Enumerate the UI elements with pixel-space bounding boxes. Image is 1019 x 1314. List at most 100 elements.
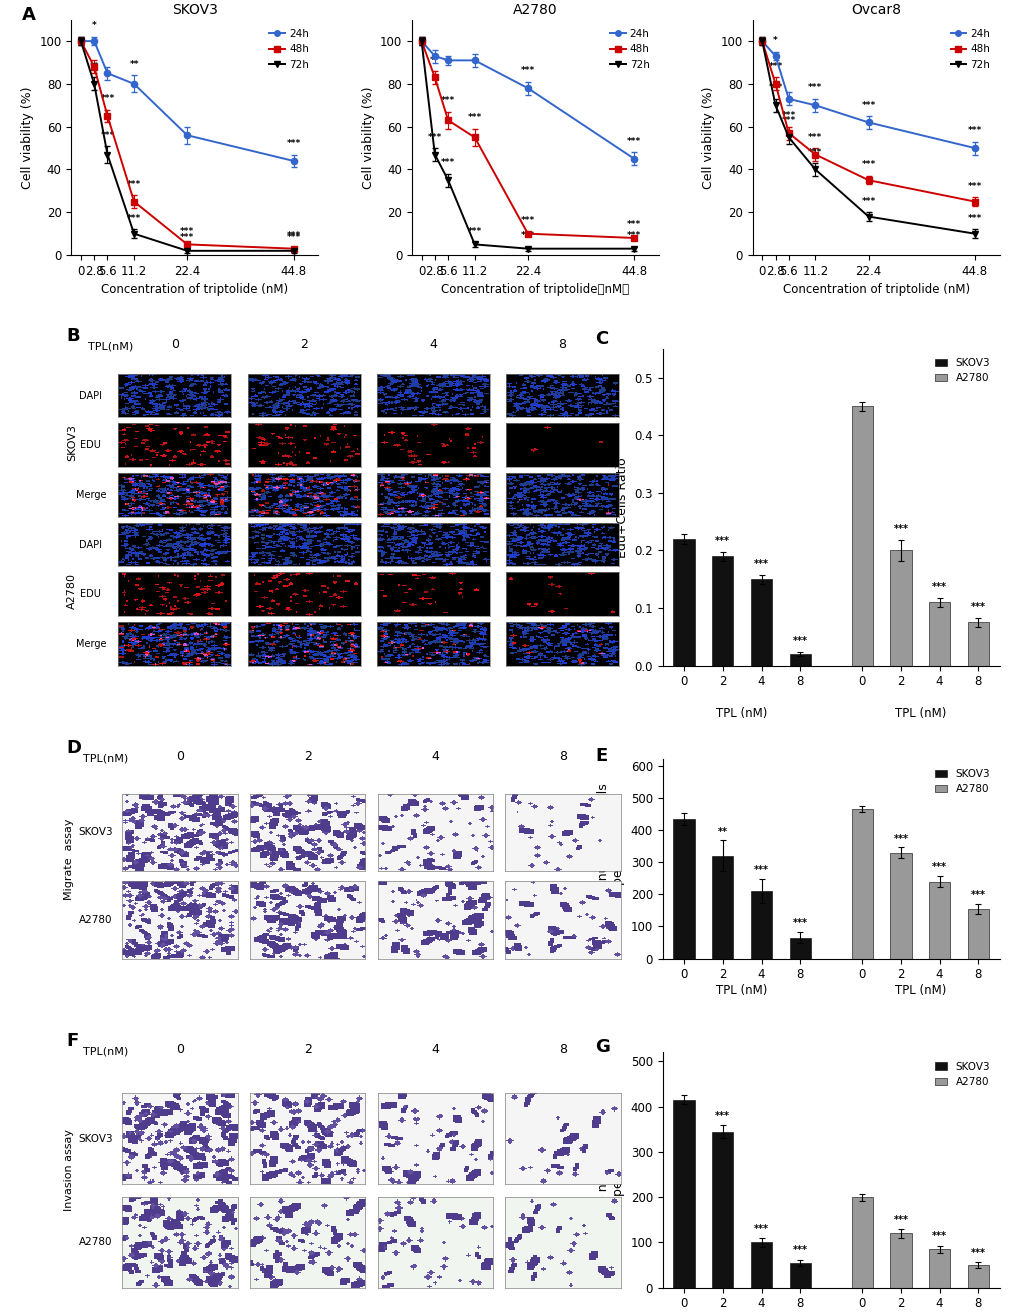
Bar xyxy=(711,855,733,959)
Bar xyxy=(711,556,733,666)
Text: ***: *** xyxy=(781,112,795,121)
Text: TPL (nM): TPL (nM) xyxy=(715,707,767,720)
Text: 8: 8 xyxy=(558,750,567,763)
Text: DAPI: DAPI xyxy=(79,390,102,401)
Text: **: ** xyxy=(717,827,728,837)
Text: C: C xyxy=(595,330,608,348)
Text: **: ** xyxy=(129,60,139,68)
Text: ***: *** xyxy=(521,231,535,240)
Text: Merge: Merge xyxy=(75,639,106,649)
Bar xyxy=(673,539,694,666)
Title: Ovcar8: Ovcar8 xyxy=(850,3,900,17)
Legend: 24h, 48h, 72h: 24h, 48h, 72h xyxy=(265,25,313,74)
Text: ***: *** xyxy=(126,180,141,189)
Bar xyxy=(789,1263,810,1288)
Text: G: G xyxy=(595,1038,609,1056)
Text: 8: 8 xyxy=(558,339,566,351)
Legend: SKOV3, A2780: SKOV3, A2780 xyxy=(929,1058,994,1091)
Bar xyxy=(890,551,911,666)
Text: Invasion assay: Invasion assay xyxy=(64,1129,74,1212)
Legend: SKOV3, A2780: SKOV3, A2780 xyxy=(929,353,994,388)
Text: EDU: EDU xyxy=(81,589,101,599)
Text: ***: *** xyxy=(967,214,981,223)
Text: ***: *** xyxy=(286,231,301,240)
Text: ***: *** xyxy=(440,96,454,105)
Text: SKOV3: SKOV3 xyxy=(78,828,113,837)
Text: ***: *** xyxy=(893,834,908,844)
Text: ***: *** xyxy=(286,139,301,148)
Text: ***: *** xyxy=(440,159,454,167)
Bar xyxy=(967,909,988,959)
Bar xyxy=(851,1197,872,1288)
Text: ***: *** xyxy=(180,227,195,235)
Text: ***: *** xyxy=(970,1248,984,1257)
Title: SKOV3: SKOV3 xyxy=(172,3,217,17)
Text: ***: *** xyxy=(180,234,195,242)
Text: ***: *** xyxy=(100,95,114,104)
Text: B: B xyxy=(66,327,79,344)
Text: ***: *** xyxy=(627,231,641,240)
Bar xyxy=(851,809,872,959)
Text: ***: *** xyxy=(521,66,535,75)
Text: ***: *** xyxy=(467,227,481,235)
Text: ***: *** xyxy=(931,1231,947,1242)
Text: 8: 8 xyxy=(558,1043,567,1056)
Text: ***: *** xyxy=(467,113,481,122)
Text: ***: *** xyxy=(767,84,782,92)
Text: ***: *** xyxy=(714,1110,730,1121)
Text: Migrate  assay: Migrate assay xyxy=(64,819,74,900)
Text: *: * xyxy=(772,37,777,46)
Bar xyxy=(750,891,771,959)
Text: ***: *** xyxy=(970,890,984,900)
Text: ***: *** xyxy=(286,234,301,242)
Bar xyxy=(750,579,771,666)
Text: ***: *** xyxy=(521,215,535,225)
Bar xyxy=(711,1131,733,1288)
Legend: 24h, 48h, 72h: 24h, 48h, 72h xyxy=(946,25,994,74)
Bar xyxy=(928,1250,950,1288)
Text: 2: 2 xyxy=(304,1043,311,1056)
Text: A2780: A2780 xyxy=(67,573,76,610)
Bar xyxy=(673,1100,694,1288)
Y-axis label: Relative number of cells
per field: Relative number of cells per field xyxy=(597,783,625,934)
Bar xyxy=(789,938,810,959)
Text: A: A xyxy=(22,5,36,24)
Text: ***: *** xyxy=(767,62,782,71)
Text: ***: *** xyxy=(627,137,641,146)
Bar xyxy=(967,623,988,666)
Text: 4: 4 xyxy=(429,339,437,351)
Text: ***: *** xyxy=(792,918,807,929)
Text: 0: 0 xyxy=(171,339,178,351)
Text: 2: 2 xyxy=(300,339,308,351)
Text: ***: *** xyxy=(714,536,730,545)
Legend: SKOV3, A2780: SKOV3, A2780 xyxy=(929,765,994,798)
Bar xyxy=(673,819,694,959)
Text: TPL (nM): TPL (nM) xyxy=(894,984,945,997)
Text: ***: *** xyxy=(753,1223,768,1234)
Text: TPL(nM): TPL(nM) xyxy=(83,753,127,763)
Y-axis label: Cell viability (%): Cell viability (%) xyxy=(20,87,34,189)
Text: ***: *** xyxy=(970,602,984,612)
Text: 4: 4 xyxy=(431,1043,439,1056)
Text: ***: *** xyxy=(753,866,768,875)
Text: ***: *** xyxy=(967,126,981,135)
Text: ***: *** xyxy=(861,101,875,109)
Text: SKOV3: SKOV3 xyxy=(78,1134,113,1143)
Text: DAPI: DAPI xyxy=(79,540,102,549)
Text: 0: 0 xyxy=(175,750,183,763)
Text: SKOV3: SKOV3 xyxy=(67,424,76,461)
Text: ***: *** xyxy=(931,862,947,872)
Bar xyxy=(890,1234,911,1288)
Text: TPL (nM): TPL (nM) xyxy=(715,984,767,997)
Title: A2780: A2780 xyxy=(513,3,557,17)
Text: **: ** xyxy=(90,62,99,71)
Bar xyxy=(928,882,950,959)
Text: ***: *** xyxy=(792,636,807,646)
Text: ***: *** xyxy=(861,160,875,170)
Bar xyxy=(851,406,872,666)
Text: 0: 0 xyxy=(175,1043,183,1056)
Y-axis label: Edu+Cells Ratio: Edu+Cells Ratio xyxy=(615,457,629,557)
Legend: 24h, 48h, 72h: 24h, 48h, 72h xyxy=(605,25,653,74)
Text: ***: *** xyxy=(967,181,981,191)
X-axis label: Concentration of triptolide (nM): Concentration of triptolide (nM) xyxy=(101,284,288,297)
